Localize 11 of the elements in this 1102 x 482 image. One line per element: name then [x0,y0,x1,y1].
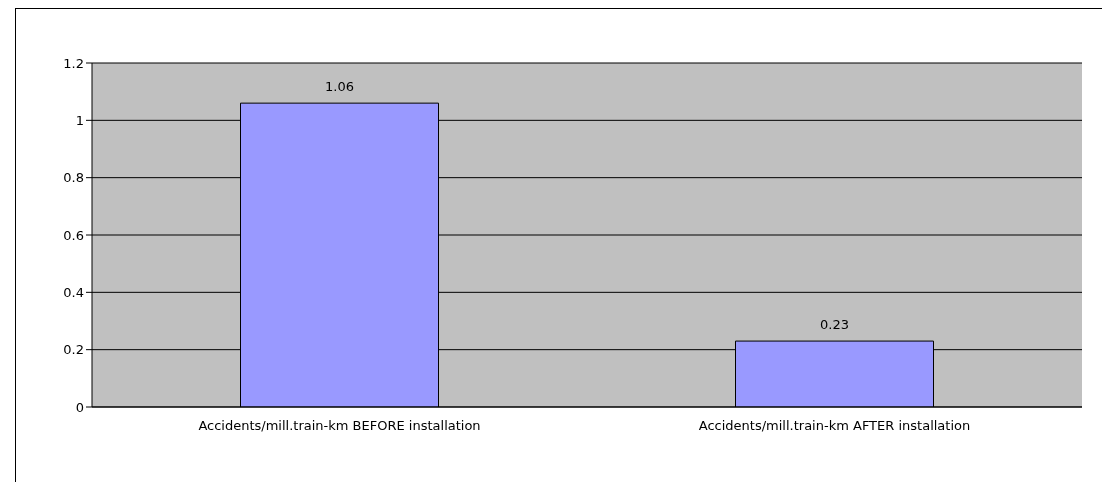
data-label: 0.23 [820,317,849,333]
x-tick-label: Accidents/mill.train-km AFTER installation [698,418,971,434]
y-tick-label: 1.2 [63,55,84,71]
y-tick-label: 0 [75,399,84,415]
y-tick-label: 0.4 [63,284,84,300]
y-tick-label: 1 [75,112,84,128]
y-tick-label: 0.6 [63,227,84,243]
data-label: 1.06 [325,79,354,95]
y-tick-label: 0.8 [63,170,84,186]
y-tick-label: 0.2 [63,342,84,358]
x-tick-label: Accidents/mill.train-km BEFORE installation [198,418,481,434]
